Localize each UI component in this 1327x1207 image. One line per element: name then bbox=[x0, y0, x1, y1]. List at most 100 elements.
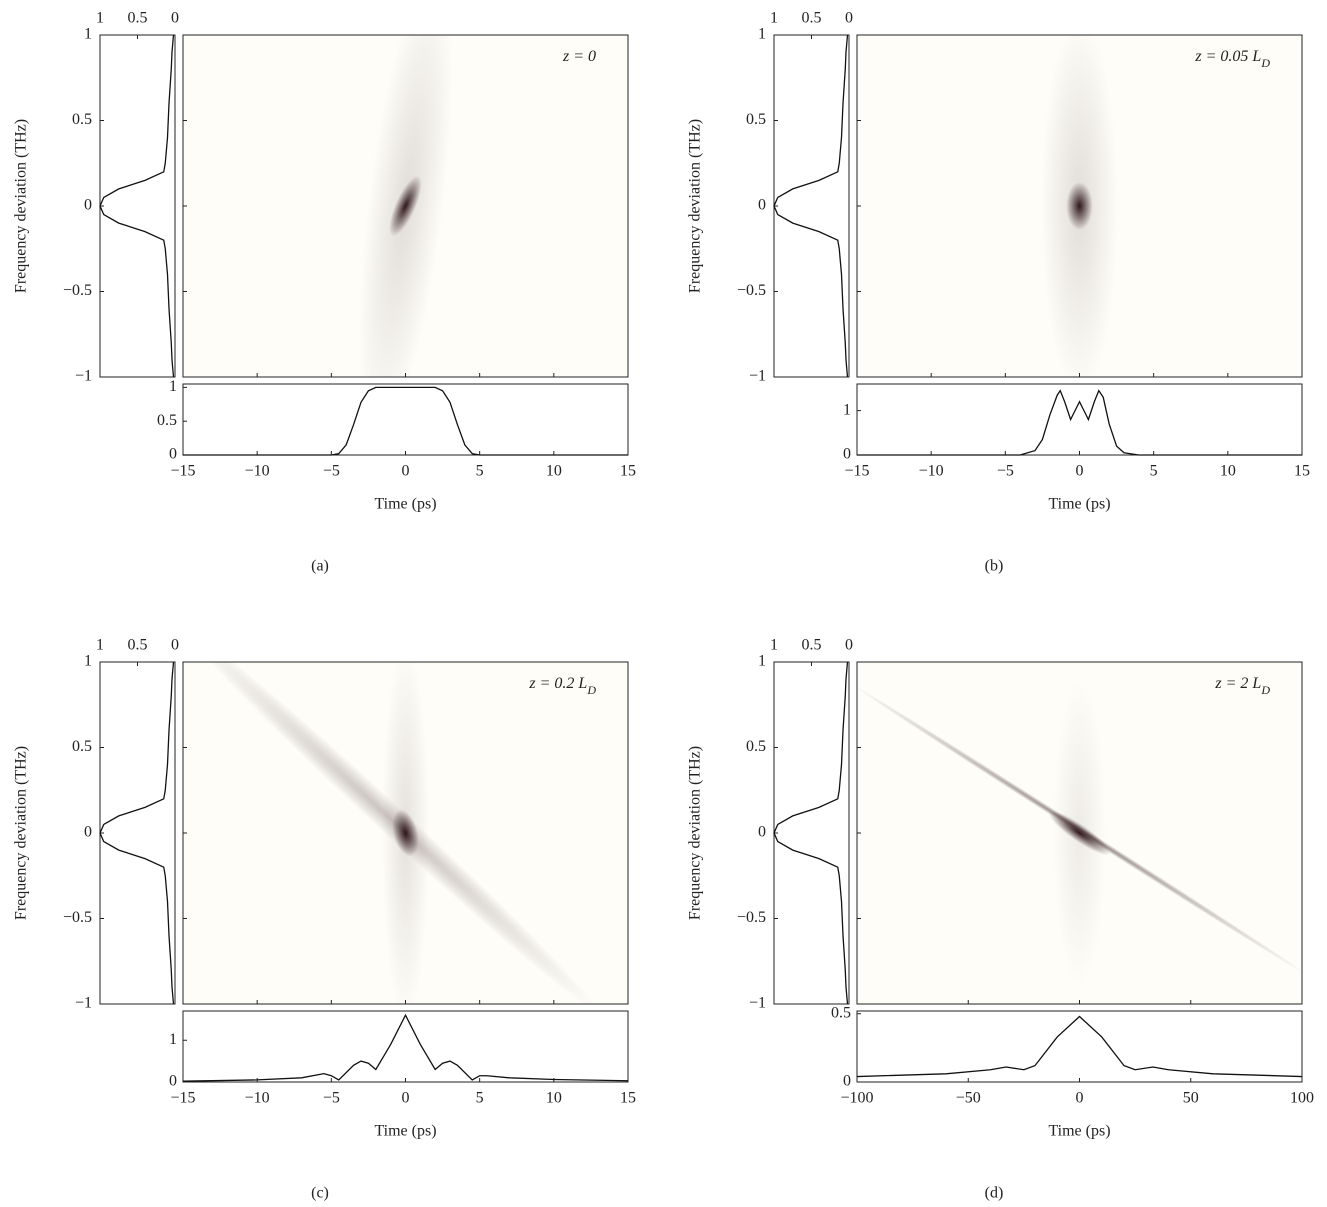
y-axis-label: Frequency deviation (THz) bbox=[13, 119, 30, 293]
x-tick-label: 5 bbox=[1150, 463, 1158, 480]
x-tick-label: 0 bbox=[1076, 1090, 1084, 1107]
trace-y-tick-label: 0 bbox=[843, 446, 851, 463]
spectrum-tick-label: 0 bbox=[845, 10, 853, 27]
trace-curve bbox=[183, 386, 628, 456]
trace-y-tick-label: 0.5 bbox=[157, 412, 177, 429]
trace-y-tick-label: 1 bbox=[169, 1031, 177, 1048]
x-tick-label: 0 bbox=[402, 463, 410, 480]
heatmap-blob bbox=[1048, 810, 1111, 856]
trace-frame bbox=[182, 1010, 629, 1083]
annotation: z = 0.2 LD bbox=[528, 675, 596, 697]
annotation: z = 2 LD bbox=[1214, 675, 1270, 697]
spectrum-tick-label: 1 bbox=[96, 637, 104, 654]
trace-y-tick-label: 0.5 bbox=[831, 1004, 851, 1021]
trace-frame bbox=[856, 1010, 1303, 1083]
spectrum-tick-label: 0 bbox=[171, 637, 179, 654]
annotation: z = 0.05 LD bbox=[1194, 48, 1270, 70]
x-tick-label: 50 bbox=[1183, 1090, 1199, 1107]
heatmap-blob bbox=[183, 662, 599, 1004]
y-tick-label: 0 bbox=[758, 824, 766, 841]
spectrum-curve bbox=[773, 34, 849, 378]
heatmap bbox=[358, 35, 453, 377]
x-tick-label: 5 bbox=[476, 1090, 484, 1107]
x-tick-label: −100 bbox=[840, 1090, 873, 1107]
annotation-part: D bbox=[1260, 683, 1270, 697]
annotation-part: D bbox=[1260, 56, 1270, 70]
x-axis-label: Time (ps) bbox=[374, 1123, 436, 1140]
y-tick-label: −1 bbox=[749, 368, 766, 385]
y-tick-label: 1 bbox=[84, 653, 92, 670]
spectrum-curve bbox=[99, 34, 175, 378]
y-tick-label: −0.5 bbox=[737, 909, 766, 926]
caption: (b) bbox=[985, 558, 1004, 575]
heatmap bbox=[183, 662, 599, 1004]
x-tick-label: −10 bbox=[245, 463, 270, 480]
spectrum-tick-label: 0.5 bbox=[128, 637, 148, 654]
annotation-part: z = 0.2 L bbox=[528, 675, 587, 692]
trace-y-tick-label: 0 bbox=[843, 1073, 851, 1090]
x-tick-label: 0 bbox=[402, 1090, 410, 1107]
trace-curve bbox=[182, 1013, 629, 1082]
x-tick-label: −15 bbox=[844, 463, 869, 480]
y-axis-label: Frequency deviation (THz) bbox=[13, 746, 30, 920]
x-tick-label: −5 bbox=[323, 1090, 340, 1107]
spectrum-frame bbox=[773, 34, 850, 378]
x-axis-label: Time (ps) bbox=[1048, 1123, 1110, 1140]
y-tick-label: −0.5 bbox=[63, 909, 92, 926]
annotation-part: D bbox=[586, 683, 596, 697]
heatmap-blob bbox=[389, 175, 422, 237]
spectrum-curve bbox=[99, 661, 175, 1005]
x-tick-label: −10 bbox=[919, 463, 944, 480]
x-axis-label: Time (ps) bbox=[374, 496, 436, 513]
y-tick-label: 1 bbox=[758, 26, 766, 43]
y-tick-label: −0.5 bbox=[737, 282, 766, 299]
y-tick-label: 0.5 bbox=[72, 111, 92, 128]
x-tick-label: 15 bbox=[620, 463, 636, 480]
x-tick-label: −50 bbox=[956, 1090, 981, 1107]
x-tick-label: −10 bbox=[245, 1090, 270, 1107]
trace-curve bbox=[856, 1015, 1303, 1078]
x-tick-label: −5 bbox=[323, 463, 340, 480]
spectrum-tick-label: 0.5 bbox=[802, 637, 822, 654]
spectrum-tick-label: 1 bbox=[96, 10, 104, 27]
x-tick-label: −5 bbox=[997, 463, 1014, 480]
x-tick-label: −15 bbox=[170, 463, 195, 480]
x-tick-label: 15 bbox=[620, 1090, 636, 1107]
spectrum-tick-label: 1 bbox=[770, 637, 778, 654]
x-tick-label: 15 bbox=[1294, 463, 1310, 480]
y-tick-label: 1 bbox=[758, 653, 766, 670]
x-axis-label: Time (ps) bbox=[1048, 496, 1110, 513]
annotation-part: z = 0 bbox=[562, 48, 596, 65]
trace-curve bbox=[857, 389, 1302, 456]
caption: (d) bbox=[985, 1185, 1004, 1202]
trace-y-tick-label: 0 bbox=[169, 446, 177, 463]
y-tick-label: 0.5 bbox=[72, 738, 92, 755]
y-axis-label: Frequency deviation (THz) bbox=[687, 746, 704, 920]
trace-y-tick-label: 0 bbox=[169, 1073, 177, 1090]
y-tick-label: 0.5 bbox=[746, 738, 766, 755]
x-tick-label: 100 bbox=[1290, 1090, 1314, 1107]
x-tick-label: 10 bbox=[546, 1090, 562, 1107]
heatmap-blob bbox=[1066, 182, 1093, 230]
spectrum-tick-label: 0.5 bbox=[802, 10, 822, 27]
y-tick-label: 1 bbox=[84, 26, 92, 43]
trace-y-tick-label: 1 bbox=[169, 378, 177, 395]
spectrum-frame bbox=[773, 661, 850, 1005]
trace-frame bbox=[856, 383, 1303, 456]
y-tick-label: −0.5 bbox=[63, 282, 92, 299]
y-tick-label: −1 bbox=[75, 995, 92, 1012]
x-tick-label: 5 bbox=[476, 463, 484, 480]
y-tick-label: 0 bbox=[758, 197, 766, 214]
spectrum-tick-label: 0 bbox=[845, 637, 853, 654]
y-axis-label: Frequency deviation (THz) bbox=[687, 119, 704, 293]
y-tick-label: −1 bbox=[749, 995, 766, 1012]
x-tick-label: 10 bbox=[1220, 463, 1236, 480]
y-tick-label: −1 bbox=[75, 368, 92, 385]
heatmap bbox=[1040, 35, 1119, 377]
spectrum-curve bbox=[773, 661, 849, 1005]
annotation: z = 0 bbox=[562, 48, 596, 65]
heatmap bbox=[857, 679, 1302, 987]
trace-y-tick-label: 1 bbox=[843, 401, 851, 418]
annotation-part: z = 0.05 L bbox=[1194, 48, 1261, 65]
